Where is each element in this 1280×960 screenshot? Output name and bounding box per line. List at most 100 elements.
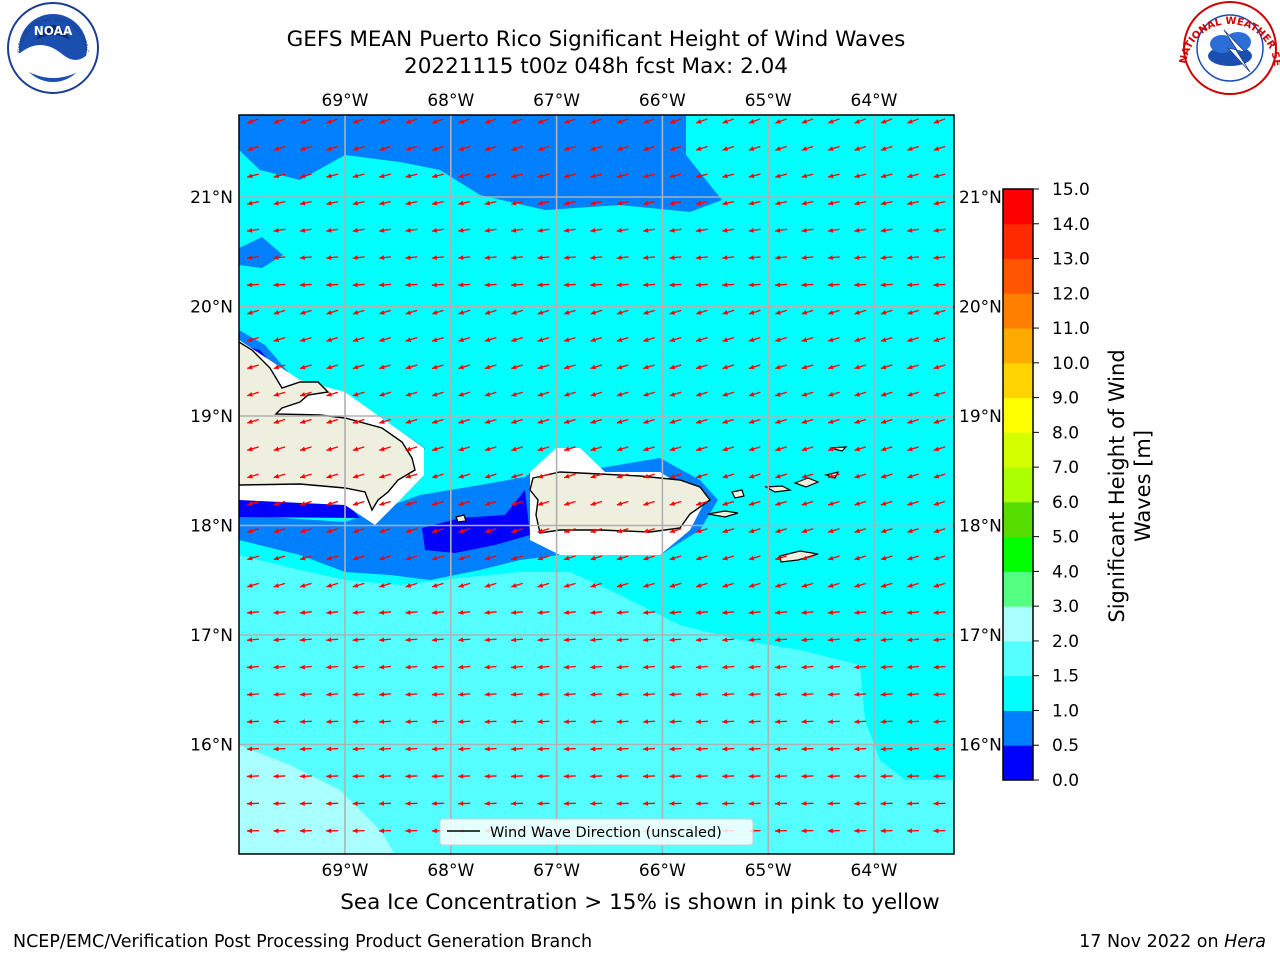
- wave-direction-arrow: [669, 227, 682, 233]
- wave-direction-arrow: [880, 418, 893, 424]
- colorbar-segment: [1003, 397, 1033, 433]
- colorbar-segment: [1003, 675, 1033, 711]
- wave-direction-arrow: [458, 255, 471, 260]
- wave-direction-arrow: [880, 500, 893, 506]
- wave-direction-arrow: [537, 118, 550, 124]
- wave-direction-arrow: [590, 337, 603, 342]
- wave-direction-arrow: [458, 719, 471, 725]
- wave-direction-arrow: [590, 637, 603, 643]
- wave-direction-arrow: [273, 145, 286, 151]
- wave-direction-arrow: [933, 528, 946, 534]
- wave-direction-arrow: [563, 500, 576, 506]
- wave-direction-arrow: [273, 255, 286, 260]
- wave-direction-arrow: [273, 801, 286, 806]
- wave-direction-arrow: [748, 227, 761, 233]
- wave-direction-arrow: [484, 801, 497, 806]
- lat-label-left: 17°N: [190, 626, 233, 646]
- wave-direction-arrow: [775, 309, 787, 315]
- wave-direction-arrow: [563, 145, 576, 151]
- wave-direction-arrow: [326, 500, 339, 506]
- wave-direction-arrow: [642, 637, 656, 643]
- wave-direction-arrow: [299, 773, 312, 779]
- wave-direction-arrow: [642, 773, 656, 779]
- wave-direction-arrow: [854, 582, 867, 588]
- wave-direction-arrow: [616, 364, 629, 370]
- wave-direction-arrow: [775, 555, 787, 561]
- wave-direction-arrow: [326, 446, 339, 452]
- colorbar-tick-label: 9.0: [1052, 389, 1079, 409]
- wave-direction-arrow: [933, 555, 946, 561]
- wave-direction-arrow: [669, 528, 682, 534]
- nws-logo: NATIONAL WEATHER SERVICE: [0, 0, 1280, 95]
- wave-direction-arrow: [643, 446, 655, 452]
- wave-direction-arrow: [722, 528, 735, 534]
- wave-direction-arrow: [616, 391, 629, 397]
- wave-direction-arrow: [431, 200, 444, 206]
- wave-direction-arrow: [431, 364, 444, 370]
- wave-direction-arrow: [590, 691, 603, 697]
- wave-direction-arrow: [590, 255, 603, 260]
- lon-label-top: 64°W: [851, 91, 898, 111]
- wave-direction-arrow: [299, 691, 312, 697]
- wave-direction-arrow: [616, 282, 629, 288]
- wave-direction-arrow: [273, 364, 286, 370]
- wave-direction-arrow: [563, 528, 576, 534]
- wave-direction-arrow: [907, 145, 919, 151]
- colorbar-title-line1: Significant Height of Wind: [1105, 349, 1129, 622]
- wave-direction-arrow: [431, 555, 444, 561]
- wave-direction-arrow: [326, 418, 339, 424]
- wave-direction-arrow: [590, 582, 603, 588]
- wave-direction-arrow: [748, 391, 761, 397]
- wave-direction-arrow: [643, 582, 655, 588]
- wave-direction-arrow: [722, 446, 735, 452]
- colorbar-segment: [1003, 362, 1033, 399]
- wave-direction-arrow: [854, 391, 867, 397]
- wave-direction-arrow: [537, 309, 550, 315]
- wave-direction-arrow: [854, 145, 867, 151]
- wave-direction-arrow: [801, 828, 814, 834]
- wave-direction-arrow: [722, 555, 735, 561]
- wave-direction-arrow: [722, 391, 735, 397]
- wave-direction-arrow: [880, 118, 893, 124]
- wave-direction-arrow: [246, 637, 260, 643]
- wave-direction-arrow: [643, 145, 655, 151]
- wave-direction-arrow: [616, 473, 629, 479]
- wave-direction-arrow: [695, 200, 708, 206]
- wave-direction-arrow: [537, 610, 550, 615]
- wave-direction-arrow: [722, 118, 735, 124]
- wave-direction-arrow: [352, 773, 365, 779]
- wave-direction-arrow: [458, 118, 471, 124]
- wave-direction-arrow: [801, 610, 814, 615]
- wave-direction-arrow: [511, 309, 523, 315]
- wave-direction-arrow: [431, 227, 444, 233]
- wave-direction-arrow: [827, 255, 840, 260]
- wave-direction-arrow: [933, 446, 946, 452]
- wave-direction-arrow: [246, 746, 260, 752]
- wave-direction-arrow: [854, 746, 867, 752]
- wave-direction-arrow: [484, 555, 497, 561]
- wave-direction-arrow: [669, 364, 682, 370]
- wave-direction-arrow: [748, 691, 761, 697]
- wave-direction-arrow: [854, 282, 867, 288]
- wave-direction-arrow: [563, 446, 576, 452]
- wave-direction-arrow: [352, 746, 365, 752]
- wave-direction-arrow: [511, 145, 523, 151]
- lon-label-bottom: 66°W: [639, 861, 686, 881]
- wave-direction-arrow: [590, 418, 603, 424]
- wave-direction-arrow: [695, 773, 708, 779]
- wave-direction-arrow: [563, 337, 576, 342]
- wave-direction-arrow: [379, 309, 391, 315]
- wave-direction-arrow: [907, 173, 919, 179]
- wave-direction-arrow: [906, 828, 920, 834]
- latitude-labels: 21°N 21°N 20°N 20°N 19°N 19°N 18°N 18°N 17°N 17°N…: [190, 188, 1002, 756]
- wave-direction-arrow: [511, 391, 523, 397]
- wave-direction-arrow: [854, 773, 867, 779]
- wave-direction-arrow: [563, 610, 576, 615]
- wave-direction-arrow: [590, 664, 603, 670]
- wave-direction-arrow: [326, 227, 339, 233]
- wave-direction-arrow: [352, 118, 365, 124]
- wave-field-2-3: [239, 745, 395, 854]
- wave-direction-arrow: [933, 337, 946, 342]
- wave-direction-arrow: [775, 145, 787, 151]
- wave-direction-arrow: [484, 582, 497, 588]
